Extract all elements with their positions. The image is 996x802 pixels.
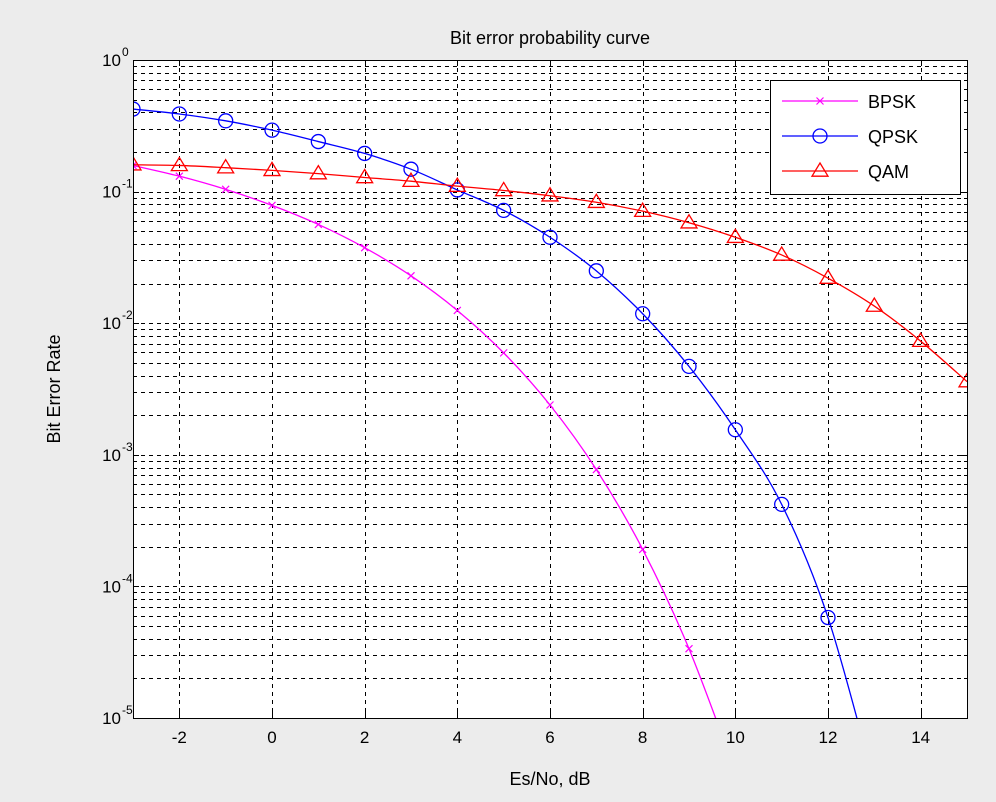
data-point-qpsk xyxy=(403,161,419,177)
data-point-qam xyxy=(448,176,467,193)
data-point-bpsk xyxy=(407,271,415,280)
x-tick-label: 14 xyxy=(911,728,930,747)
legend-label-bpsk: BPSK xyxy=(868,92,916,112)
data-point-qpsk xyxy=(133,101,141,117)
data-point-qpsk xyxy=(774,496,790,513)
data-point-qam xyxy=(818,268,838,284)
data-point-qam xyxy=(540,186,560,202)
y-tick-base: 10 xyxy=(102,709,121,728)
data-point-qam xyxy=(865,296,884,312)
x-tick-label: -2 xyxy=(172,728,187,747)
legend: BPSK QPSK QAM xyxy=(770,80,961,195)
legend-marker-bpsk xyxy=(816,97,824,105)
y-axis-label: Bit Error Rate xyxy=(44,334,64,443)
data-point-qpsk xyxy=(218,113,234,129)
y-tick-base: 10 xyxy=(102,51,121,70)
data-point-bpsk xyxy=(685,644,693,653)
y-tick-exponent: -4 xyxy=(122,571,133,585)
data-point-bpsk xyxy=(175,172,184,181)
data-point-bpsk xyxy=(221,185,230,194)
y-tick-label: 10 0 xyxy=(102,45,129,70)
chart-title: Bit error probability curve xyxy=(450,28,650,48)
data-point-qpsk xyxy=(310,133,326,150)
data-point-bpsk xyxy=(453,306,462,315)
series-qpsk xyxy=(133,101,858,718)
legend-item-bpsk: BPSK xyxy=(782,92,916,112)
y-tick-label: 10 -4 xyxy=(102,571,133,596)
series-layer xyxy=(133,101,967,718)
data-point-bpsk xyxy=(268,201,276,210)
x-tick-label: 2 xyxy=(360,728,369,747)
data-point-qpsk xyxy=(542,229,558,245)
legend-box xyxy=(770,80,961,195)
series-bpsk xyxy=(133,161,717,718)
x-tick-label: 10 xyxy=(726,728,745,747)
data-point-qam xyxy=(957,372,967,388)
y-tick-exponent: -2 xyxy=(122,308,133,322)
data-point-qpsk xyxy=(820,609,836,626)
y-tick-label: 10 -2 xyxy=(102,308,133,333)
y-tick-base: 10 xyxy=(102,183,121,202)
series-line-qpsk xyxy=(133,108,858,718)
x-tick-label: 0 xyxy=(267,728,276,747)
data-point-bpsk xyxy=(314,220,323,229)
data-point-qam xyxy=(216,158,235,174)
y-tick-label: 10 -3 xyxy=(102,440,133,465)
data-point-qam xyxy=(133,155,143,171)
data-point-bpsk xyxy=(546,401,554,409)
data-point-qpsk xyxy=(681,358,697,375)
legend-marker-qpsk xyxy=(812,128,828,144)
x-axis-label: Es/No, dB xyxy=(509,769,590,789)
y-tick-label: 10 -1 xyxy=(102,177,133,202)
y-tick-exponent: 0 xyxy=(122,45,129,59)
data-point-bpsk xyxy=(133,161,137,170)
data-point-qpsk xyxy=(727,422,743,438)
data-point-bpsk xyxy=(499,348,508,357)
data-point-qpsk xyxy=(357,145,373,162)
y-tick-exponent: -3 xyxy=(122,440,133,454)
data-point-qam xyxy=(170,156,189,172)
x-tick-label: 6 xyxy=(545,728,554,747)
y-tick-exponent: -5 xyxy=(122,703,133,717)
x-tick-label: 8 xyxy=(638,728,647,747)
y-tick-label: 10 -5 xyxy=(102,703,133,728)
data-point-qpsk xyxy=(496,202,512,219)
data-point-qam xyxy=(587,192,606,209)
legend-item-qam: QAM xyxy=(782,161,909,182)
data-point-qpsk xyxy=(588,263,604,279)
legend-label-qpsk: QPSK xyxy=(868,127,918,147)
x-tick-label: 12 xyxy=(819,728,838,747)
legend-marker-qam xyxy=(810,161,830,177)
series-line-qam xyxy=(133,164,967,383)
data-point-bpsk xyxy=(638,545,647,554)
y-tick-exponent: -1 xyxy=(122,177,133,191)
x-tick-label: 4 xyxy=(453,728,462,747)
data-point-qam xyxy=(911,331,930,348)
data-point-qam xyxy=(679,213,699,229)
data-point-qpsk xyxy=(635,306,651,322)
data-point-qam xyxy=(494,181,513,197)
data-point-qam xyxy=(772,245,791,261)
data-point-qam xyxy=(355,168,374,184)
data-point-qam xyxy=(309,164,328,180)
y-tick-base: 10 xyxy=(102,577,121,596)
data-point-qam xyxy=(726,227,745,244)
data-point-qam xyxy=(633,201,652,218)
legend-item-qpsk: QPSK xyxy=(782,127,918,147)
data-point-bpsk xyxy=(592,465,601,474)
data-point-qpsk xyxy=(171,106,187,122)
y-tick-base: 10 xyxy=(102,446,121,465)
data-point-qam xyxy=(262,161,282,177)
data-point-qam xyxy=(401,171,421,188)
series-qam xyxy=(133,155,967,388)
data-point-bpsk xyxy=(360,243,369,252)
legend-label-qam: QAM xyxy=(868,162,909,182)
y-tick-base: 10 xyxy=(102,314,121,333)
data-point-qpsk xyxy=(264,122,280,138)
